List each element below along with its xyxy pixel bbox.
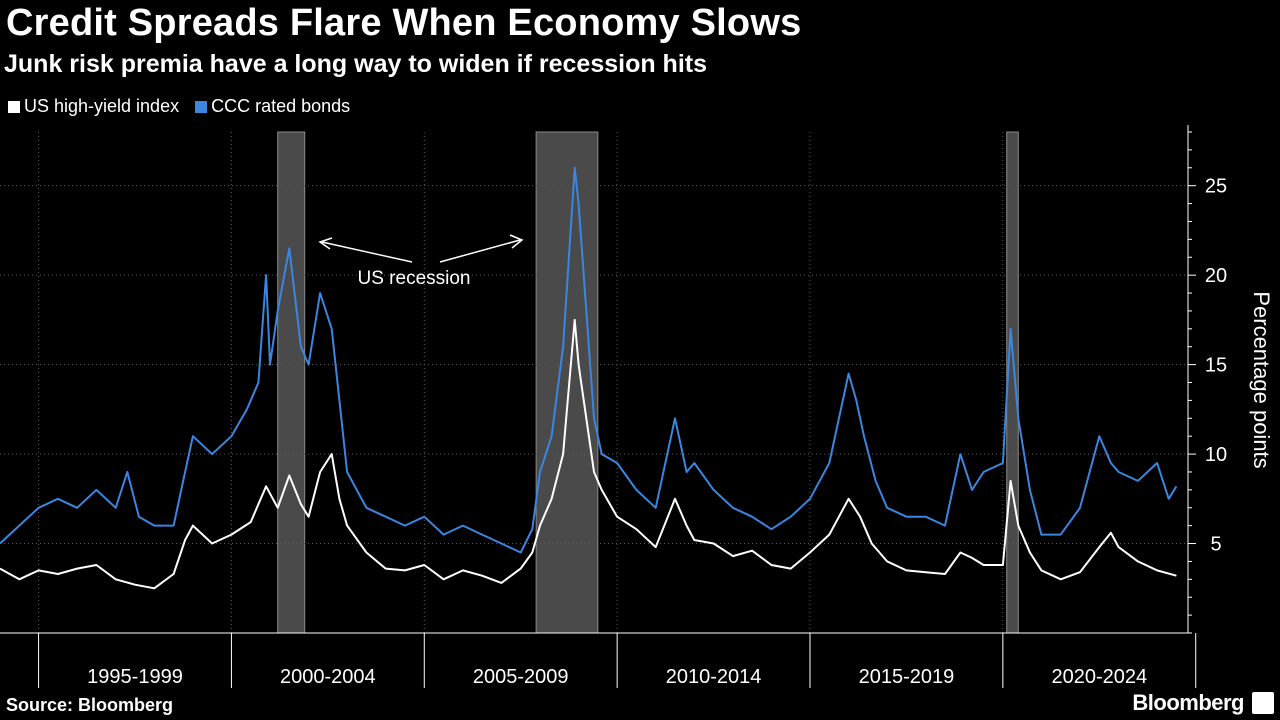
y-tick-label-1: 10	[1205, 444, 1227, 466]
bloomberg-icon	[1252, 692, 1274, 714]
recession-band-0	[277, 131, 306, 634]
annotations: US recession	[318, 234, 524, 289]
annotation-arrowhead-right	[509, 234, 524, 249]
annotation-arrow-right	[439, 239, 521, 263]
annotation-label: US recession	[358, 268, 471, 289]
recession-bands	[277, 131, 1019, 634]
annotation-arrowhead-left	[318, 237, 333, 250]
x-tick-label-1: 2000-2004	[280, 666, 376, 688]
legend-label-hy: US high-yield index	[24, 96, 180, 116]
legend-item-ccc: CCC rated bonds	[195, 96, 350, 117]
x-tick-label-4: 2015-2019	[859, 666, 955, 688]
x-tick-label-5: 2020-2024	[1051, 666, 1147, 688]
y-tick-label-0: 5	[1210, 534, 1221, 556]
chart-title: Credit Spreads Flare When Economy Slows	[6, 2, 802, 44]
legend-swatch-ccc	[195, 100, 208, 113]
y-tick-label-4: 25	[1205, 176, 1227, 198]
series-line-0	[0, 318, 1177, 590]
y-tick-label-2: 15	[1205, 355, 1227, 377]
series-lines	[0, 166, 1178, 590]
legend: US high-yield index CCC rated bonds	[8, 96, 350, 117]
y-tick-label-3: 20	[1205, 265, 1227, 287]
series-line-1	[0, 166, 1178, 554]
axes: 5 10 15 20 25 1995-1999 2000-2004 2005-2009 2010…	[0, 125, 1227, 688]
brand-logo: Bloomberg	[1132, 690, 1244, 715]
x-tick-label-3: 2010-2014	[666, 666, 762, 688]
legend-swatch-hy	[8, 100, 20, 113]
recession-band-1	[535, 131, 599, 634]
chart-subtitle: Junk risk premia have a long way to wide…	[4, 50, 708, 78]
x-tick-label-2: 2005-2009	[473, 666, 569, 688]
legend-item-hy: US high-yield index	[8, 96, 179, 117]
source-note: Source: Bloomberg	[6, 695, 174, 715]
legend-label-ccc: CCC rated bonds	[211, 96, 351, 116]
x-tick-label-0: 1995-1999	[87, 666, 183, 688]
y-axis-label: Percentage points	[1249, 291, 1274, 468]
annotation-arrow-left	[321, 241, 413, 263]
